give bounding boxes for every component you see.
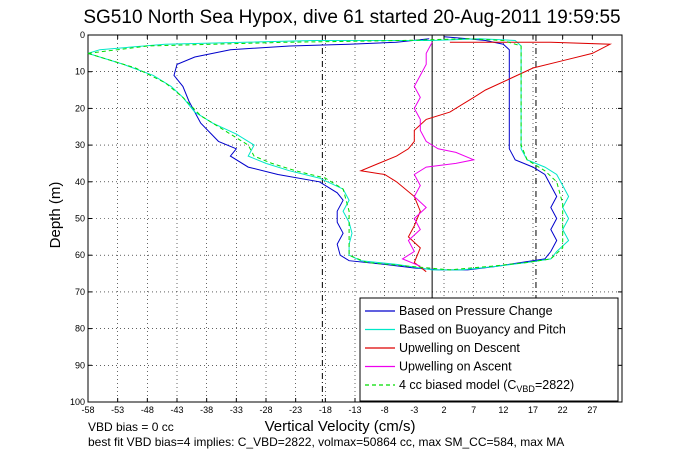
- x-tick-label: -38: [200, 405, 213, 415]
- legend-label-4: 4 cc biased model (CVBD=2822): [399, 378, 574, 394]
- legend-box: [359, 297, 619, 402]
- x-tick-label: 22: [558, 405, 568, 415]
- x-tick-label: -18: [319, 405, 332, 415]
- y-tick-label: 30: [75, 140, 85, 150]
- x-tick-label: -43: [170, 405, 183, 415]
- x-tick-label: -3: [410, 405, 418, 415]
- legend-label-2: Upwelling on Descent: [399, 341, 520, 355]
- chart-title: SG510 North Sea Hypox, dive 61 started 2…: [83, 7, 620, 28]
- x-tick-label: -53: [111, 405, 124, 415]
- series-line-2: [359, 41, 613, 273]
- x-tick-label: -23: [289, 405, 302, 415]
- legend-label-3: Upwelling on Ascent: [399, 360, 512, 374]
- x-tick-label: 12: [498, 405, 508, 415]
- x-axis-ticks: -58 -53 -48 -43 -38 -33 -28 -23 -18 -13 -8 -3 2 7 12 17…: [81, 35, 597, 415]
- x-tick-label: 2: [441, 405, 446, 415]
- y-tick-label: 10: [75, 67, 85, 77]
- series-line-3: [401, 42, 476, 267]
- legend-label-1: Based on Buoyancy and Pitch: [399, 323, 566, 337]
- x-tick-label: -48: [141, 405, 154, 415]
- y-tick-label: 90: [75, 360, 85, 370]
- y-tick-label: 40: [75, 177, 85, 187]
- x-tick-label: 17: [528, 405, 538, 415]
- series-line-4: [87, 38, 564, 271]
- legend: Based on Pressure Change Based on Buoyanc…: [359, 297, 619, 402]
- x-tick-label: -8: [381, 405, 389, 415]
- y-tick-label: 100: [70, 397, 85, 407]
- y-tick-label: 70: [75, 287, 85, 297]
- y-axis-ticks: 0 10 20 30 40 50 60 70 80 90 100: [70, 30, 622, 407]
- series-lines: [87, 36, 613, 273]
- series-line-0: [173, 36, 558, 271]
- y-axis-label: Depth (m): [47, 182, 64, 249]
- y-tick-label: 80: [75, 324, 85, 334]
- y-tick-label: 20: [75, 103, 85, 113]
- x-tick-label: 27: [587, 405, 597, 415]
- legend-label-0: Based on Pressure Change: [399, 304, 553, 318]
- y-tick-label: 50: [75, 214, 85, 224]
- best-fit-note: best fit VBD bias=4 implies: C_VBD=2822,…: [88, 435, 564, 449]
- x-tick-label: -28: [259, 405, 272, 415]
- y-tick-label: 0: [80, 30, 85, 40]
- y-tick-label: 60: [75, 250, 85, 260]
- x-tick-label: -13: [348, 405, 361, 415]
- x-tick-label: 7: [471, 405, 476, 415]
- x-tick-label: -58: [81, 405, 94, 415]
- vbd-bias-note: VBD bias = 0 cc: [88, 420, 174, 434]
- x-axis-label: Vertical Velocity (cm/s): [265, 418, 416, 435]
- x-tick-label: -33: [230, 405, 243, 415]
